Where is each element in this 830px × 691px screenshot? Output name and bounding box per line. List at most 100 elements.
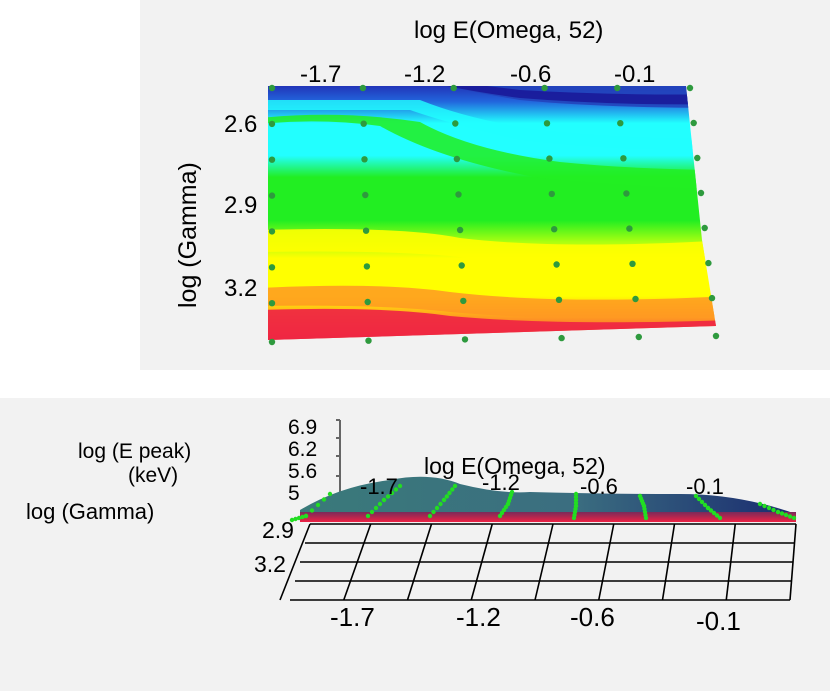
bottom-panel-background bbox=[0, 398, 830, 691]
top-x-tick-label: -1.7 bbox=[300, 61, 341, 88]
top-y-axis-label: log (Gamma) bbox=[174, 162, 202, 308]
grid-marker bbox=[632, 295, 639, 303]
grid-marker bbox=[548, 190, 555, 198]
band-orange bbox=[268, 285, 716, 319]
top-x-axis-label: log E(Omega, 52) bbox=[414, 17, 603, 44]
grid-marker bbox=[635, 333, 642, 341]
grid-marker bbox=[268, 264, 276, 271]
surface-marker bbox=[389, 490, 395, 496]
grid-marker bbox=[455, 191, 462, 198]
top-x-ticks: -1.7 -1.2 -0.6 -0.1 bbox=[300, 61, 655, 88]
surface-marker bbox=[377, 501, 383, 507]
floor-grid-column bbox=[661, 523, 676, 601]
surface-marker bbox=[783, 512, 789, 518]
heatmap-markers bbox=[268, 84, 720, 346]
grid-marker bbox=[268, 156, 276, 163]
floor-grid-column bbox=[725, 523, 737, 601]
bottom-surface-plot: log (E peak) (keV) log (Gamma) 6.9 6.2 5… bbox=[26, 416, 797, 636]
grid-marker bbox=[712, 332, 720, 340]
surface-mesh bbox=[300, 476, 796, 520]
surface-marker bbox=[303, 513, 309, 519]
surface-marker bbox=[300, 514, 305, 520]
grid-marker bbox=[359, 84, 367, 92]
z-tick-label: 5 bbox=[288, 482, 300, 505]
surface-marker bbox=[315, 502, 321, 508]
floor-x-tick-label: -1.2 bbox=[456, 602, 501, 632]
grid-marker bbox=[686, 84, 694, 92]
surface-marker bbox=[452, 483, 458, 489]
upper-x-tick-label: -1.2 bbox=[482, 470, 520, 495]
surface-markers bbox=[289, 483, 797, 523]
bottom-x-axis-label: log E(Omega, 52) bbox=[424, 453, 606, 479]
grid-marker bbox=[708, 294, 716, 302]
surface-marker bbox=[444, 494, 449, 499]
grid-marker bbox=[268, 228, 276, 235]
surface-marker bbox=[497, 513, 503, 519]
grid-marker bbox=[701, 224, 708, 232]
surface-marker bbox=[397, 483, 403, 489]
upper-x-tick-label: -0.1 bbox=[686, 474, 724, 499]
band-yellow bbox=[268, 229, 716, 265]
surface-marker bbox=[791, 515, 797, 521]
grid-marker bbox=[362, 227, 370, 234]
bottom-y-axis-label: log (Gamma) bbox=[26, 499, 154, 524]
heatmap-surface bbox=[268, 86, 716, 340]
grid-marker bbox=[543, 120, 551, 127]
floor-y-tick-label: 3.2 bbox=[254, 551, 286, 577]
surface-marker bbox=[431, 509, 436, 515]
surface-marker bbox=[293, 516, 298, 522]
grid-marker bbox=[623, 190, 630, 197]
grid-marker bbox=[364, 298, 371, 306]
floor-x-tick-label: -1.7 bbox=[330, 602, 375, 632]
surface-marker bbox=[309, 508, 315, 513]
surface-marker bbox=[393, 487, 399, 492]
upper-x-tick-label: -1.7 bbox=[360, 474, 398, 499]
surface-marker bbox=[699, 499, 705, 505]
grid-marker bbox=[620, 155, 627, 162]
surface-marker bbox=[787, 514, 793, 519]
grid-marker bbox=[558, 334, 565, 342]
surface-marker bbox=[450, 487, 455, 492]
grid-marker bbox=[362, 191, 369, 199]
grid-marker bbox=[461, 336, 469, 343]
grid-marker bbox=[268, 192, 276, 199]
surface-marker bbox=[702, 502, 708, 508]
surface-marker bbox=[717, 515, 723, 521]
surface-marker bbox=[711, 510, 717, 516]
floor-x-tick-label: -0.1 bbox=[696, 606, 741, 636]
z-tick-label: 5.6 bbox=[288, 460, 317, 483]
floor-y-tick-label: 2.9 bbox=[262, 517, 294, 543]
floor-grid-column bbox=[406, 523, 433, 601]
surface-marker bbox=[381, 497, 387, 503]
band-cyan bbox=[268, 100, 716, 151]
band-darkblue bbox=[420, 86, 716, 105]
surface-marker bbox=[447, 490, 452, 496]
surface-marker bbox=[643, 515, 649, 521]
surface-marker bbox=[434, 505, 440, 511]
top-y-ticks: 2.6 2.9 3.2 bbox=[224, 111, 257, 302]
surface-marker bbox=[696, 496, 702, 502]
grid-marker bbox=[553, 261, 560, 268]
grid-marker bbox=[690, 119, 697, 127]
surface-marker bbox=[693, 493, 699, 499]
grid-marker bbox=[268, 84, 276, 92]
grid-marker bbox=[456, 226, 464, 234]
grid-marker bbox=[697, 189, 705, 197]
surface-marker bbox=[438, 501, 443, 507]
surface-front-edge bbox=[300, 512, 796, 522]
floor-x-tick-label: -0.6 bbox=[570, 602, 615, 632]
grid-marker bbox=[614, 84, 621, 92]
z-axis-label-line1: log (E peak) bbox=[78, 440, 191, 463]
top-heatmap: log E(Omega, 52) -1.7 -1.2 -0.6 -0.1 2.6… bbox=[174, 17, 720, 346]
grid-marker bbox=[460, 297, 467, 305]
surface-marker bbox=[766, 505, 772, 511]
top-y-tick-label: 2.9 bbox=[224, 192, 257, 219]
z-tick-label: 6.9 bbox=[288, 416, 317, 439]
surface-marker bbox=[762, 503, 767, 509]
grid-marker bbox=[365, 337, 372, 344]
floor-grid-column bbox=[470, 523, 494, 601]
surface-marker bbox=[327, 491, 333, 497]
top-x-tick-label: -0.1 bbox=[614, 61, 655, 88]
grid-marker bbox=[705, 259, 712, 267]
